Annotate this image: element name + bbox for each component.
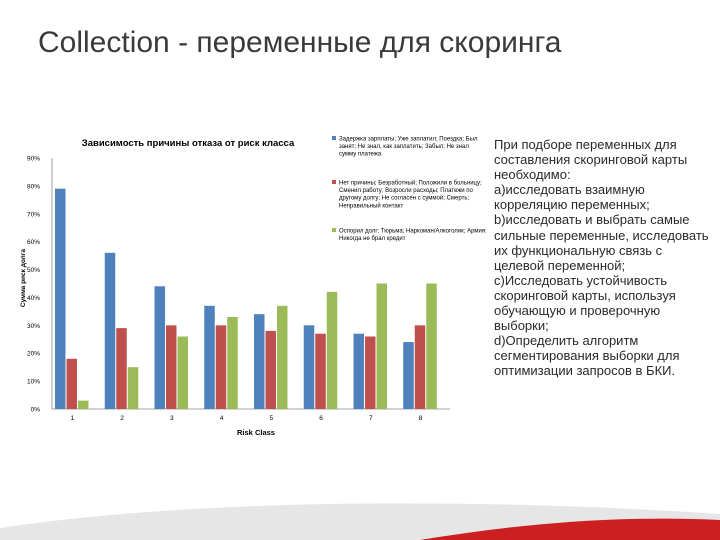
y-tick-label: 10% [27, 379, 40, 386]
x-tick-label: 3 [170, 415, 174, 422]
bar [127, 367, 139, 409]
y-tick-label: 40% [27, 295, 40, 302]
bar [154, 286, 165, 409]
bar [204, 305, 215, 409]
bar [116, 328, 127, 409]
bar [303, 325, 315, 409]
bar [315, 333, 326, 409]
chart-svg: Зависимость причины отказа от риск класс… [20, 136, 486, 437]
slide-body-text: При подборе переменных для составления с… [494, 137, 709, 379]
y-tick-label: 50% [27, 267, 40, 274]
y-axis-ticks: 0% 10% 20% 30% 40% 50% 60% 70% 80% 90% [27, 156, 40, 414]
footer-swoosh-red [420, 518, 720, 540]
x-tick-label: 5 [269, 415, 273, 422]
x-tick-label: 1 [70, 415, 74, 422]
y-tick-label: 70% [27, 211, 40, 218]
x-tick-label: 7 [369, 415, 373, 422]
y-axis-label: Сумма риск долга [20, 249, 27, 308]
bar [254, 314, 265, 409]
legend-label: Нет причины; Безработный; Положили в бол… [339, 180, 482, 210]
bar [78, 400, 89, 409]
bar [365, 336, 376, 409]
bar [403, 342, 414, 409]
y-tick-label: 90% [27, 156, 40, 163]
x-tick-label: 4 [220, 415, 224, 422]
bar [376, 283, 387, 409]
y-tick-label: 80% [27, 183, 40, 190]
legend-label: Задержка зарплаты; Уже заплатил; Поездка… [339, 137, 478, 158]
bar [166, 325, 177, 409]
y-tick-label: 30% [27, 323, 40, 330]
x-tick-label: 8 [419, 415, 423, 422]
y-tick-label: 20% [27, 351, 40, 358]
bars [55, 188, 437, 409]
bar [215, 325, 227, 409]
bar [265, 330, 276, 409]
x-axis-label: Risk Class [237, 428, 275, 437]
bar [66, 358, 77, 409]
y-tick-label: 60% [27, 239, 40, 246]
x-tick-label: 2 [120, 415, 124, 422]
x-tick-label: 6 [319, 415, 323, 422]
legend-swatch [332, 136, 336, 140]
x-axis-ticks: 1 2 3 4 5 6 7 8 [70, 415, 422, 422]
footer-swoosh [0, 503, 720, 540]
y-tick-label: 0% [31, 407, 41, 414]
bar [353, 333, 364, 409]
legend-swatch [332, 180, 336, 184]
bar [326, 291, 338, 409]
slide-title: Collection - переменные для скоринга [38, 26, 562, 59]
bar [55, 188, 66, 409]
legend-label: Оспорил долг; Тюрьма; Наркоман/Алкоголик… [339, 229, 486, 243]
bar [177, 336, 188, 409]
legend-swatch [332, 228, 336, 232]
bar [104, 252, 116, 409]
bar [277, 305, 288, 409]
chart: Зависимость причины отказа от риск класс… [18, 130, 486, 442]
chart-title: Зависимость причины отказа от риск класс… [82, 138, 295, 149]
legend: Задержка зарплаты; Уже заплатил; Поездка… [332, 136, 486, 242]
bar [414, 325, 426, 409]
bar [227, 316, 238, 409]
bar [426, 283, 437, 409]
